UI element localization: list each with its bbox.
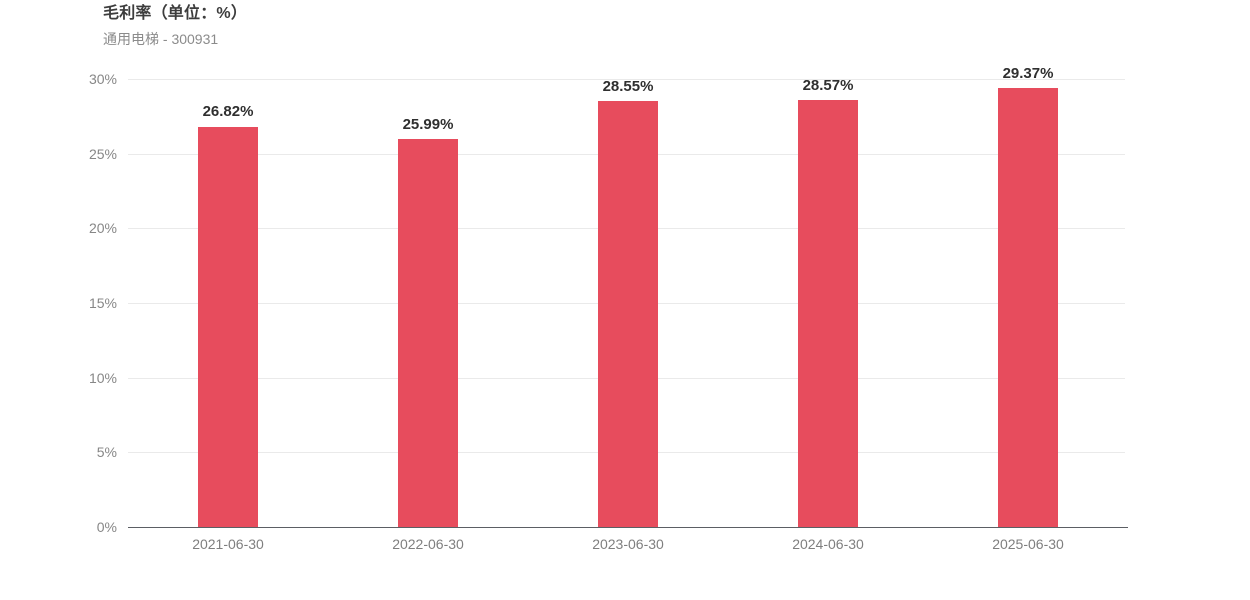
- plot-area: 0% 5% 10% 15% 20% 25% 30% 26.82% 2021-06-30 25.99…: [89, 65, 1128, 552]
- y-tick-label-5%: 5%: [96, 444, 117, 461]
- value-label-2023-06-30: 28.55%: [602, 77, 654, 95]
- x-tick-label-2022-06-30: 2022-06-30: [392, 536, 464, 552]
- value-label-2022-06-30: 25.99%: [402, 115, 454, 133]
- x-tick-label-2025-06-30: 2025-06-30: [992, 536, 1064, 552]
- y-tick-label-10%: 10%: [88, 369, 117, 386]
- bar-2025-06-30[interactable]: [998, 88, 1058, 527]
- chart-title: 毛利率（单位：%）: [103, 5, 248, 22]
- x-tick-label-2024-06-30: 2024-06-30: [792, 536, 864, 552]
- bar-2024-06-30[interactable]: [798, 100, 858, 527]
- chart-header: 毛利率（单位：%） 通用电梯 - 300931: [103, 4, 247, 48]
- y-tick-label-15%: 15%: [88, 295, 117, 311]
- gridline-30%: [128, 79, 1125, 80]
- chart-subtitle: 通用电梯 - 300931: [103, 31, 219, 47]
- x-tick-label-2021-06-30: 2021-06-30: [192, 536, 264, 552]
- y-tick-label-20%: 20%: [88, 220, 117, 237]
- value-label-2024-06-30: 28.57%: [802, 77, 854, 95]
- y-tick-label-0%: 0%: [96, 519, 117, 535]
- value-label-2021-06-30: 26.82%: [202, 103, 254, 121]
- value-label-2025-06-30: 29.37%: [1002, 65, 1054, 83]
- bar-2022-06-30[interactable]: [398, 138, 458, 527]
- y-tick-label-30%: 30%: [88, 71, 117, 87]
- bar-2021-06-30[interactable]: [198, 126, 258, 527]
- bar-2023-06-30[interactable]: [598, 100, 658, 527]
- x-tick-label-2023-06-30: 2023-06-30: [592, 536, 664, 552]
- x-axis-line: [128, 527, 1128, 528]
- y-tick-label-25%: 25%: [88, 145, 117, 162]
